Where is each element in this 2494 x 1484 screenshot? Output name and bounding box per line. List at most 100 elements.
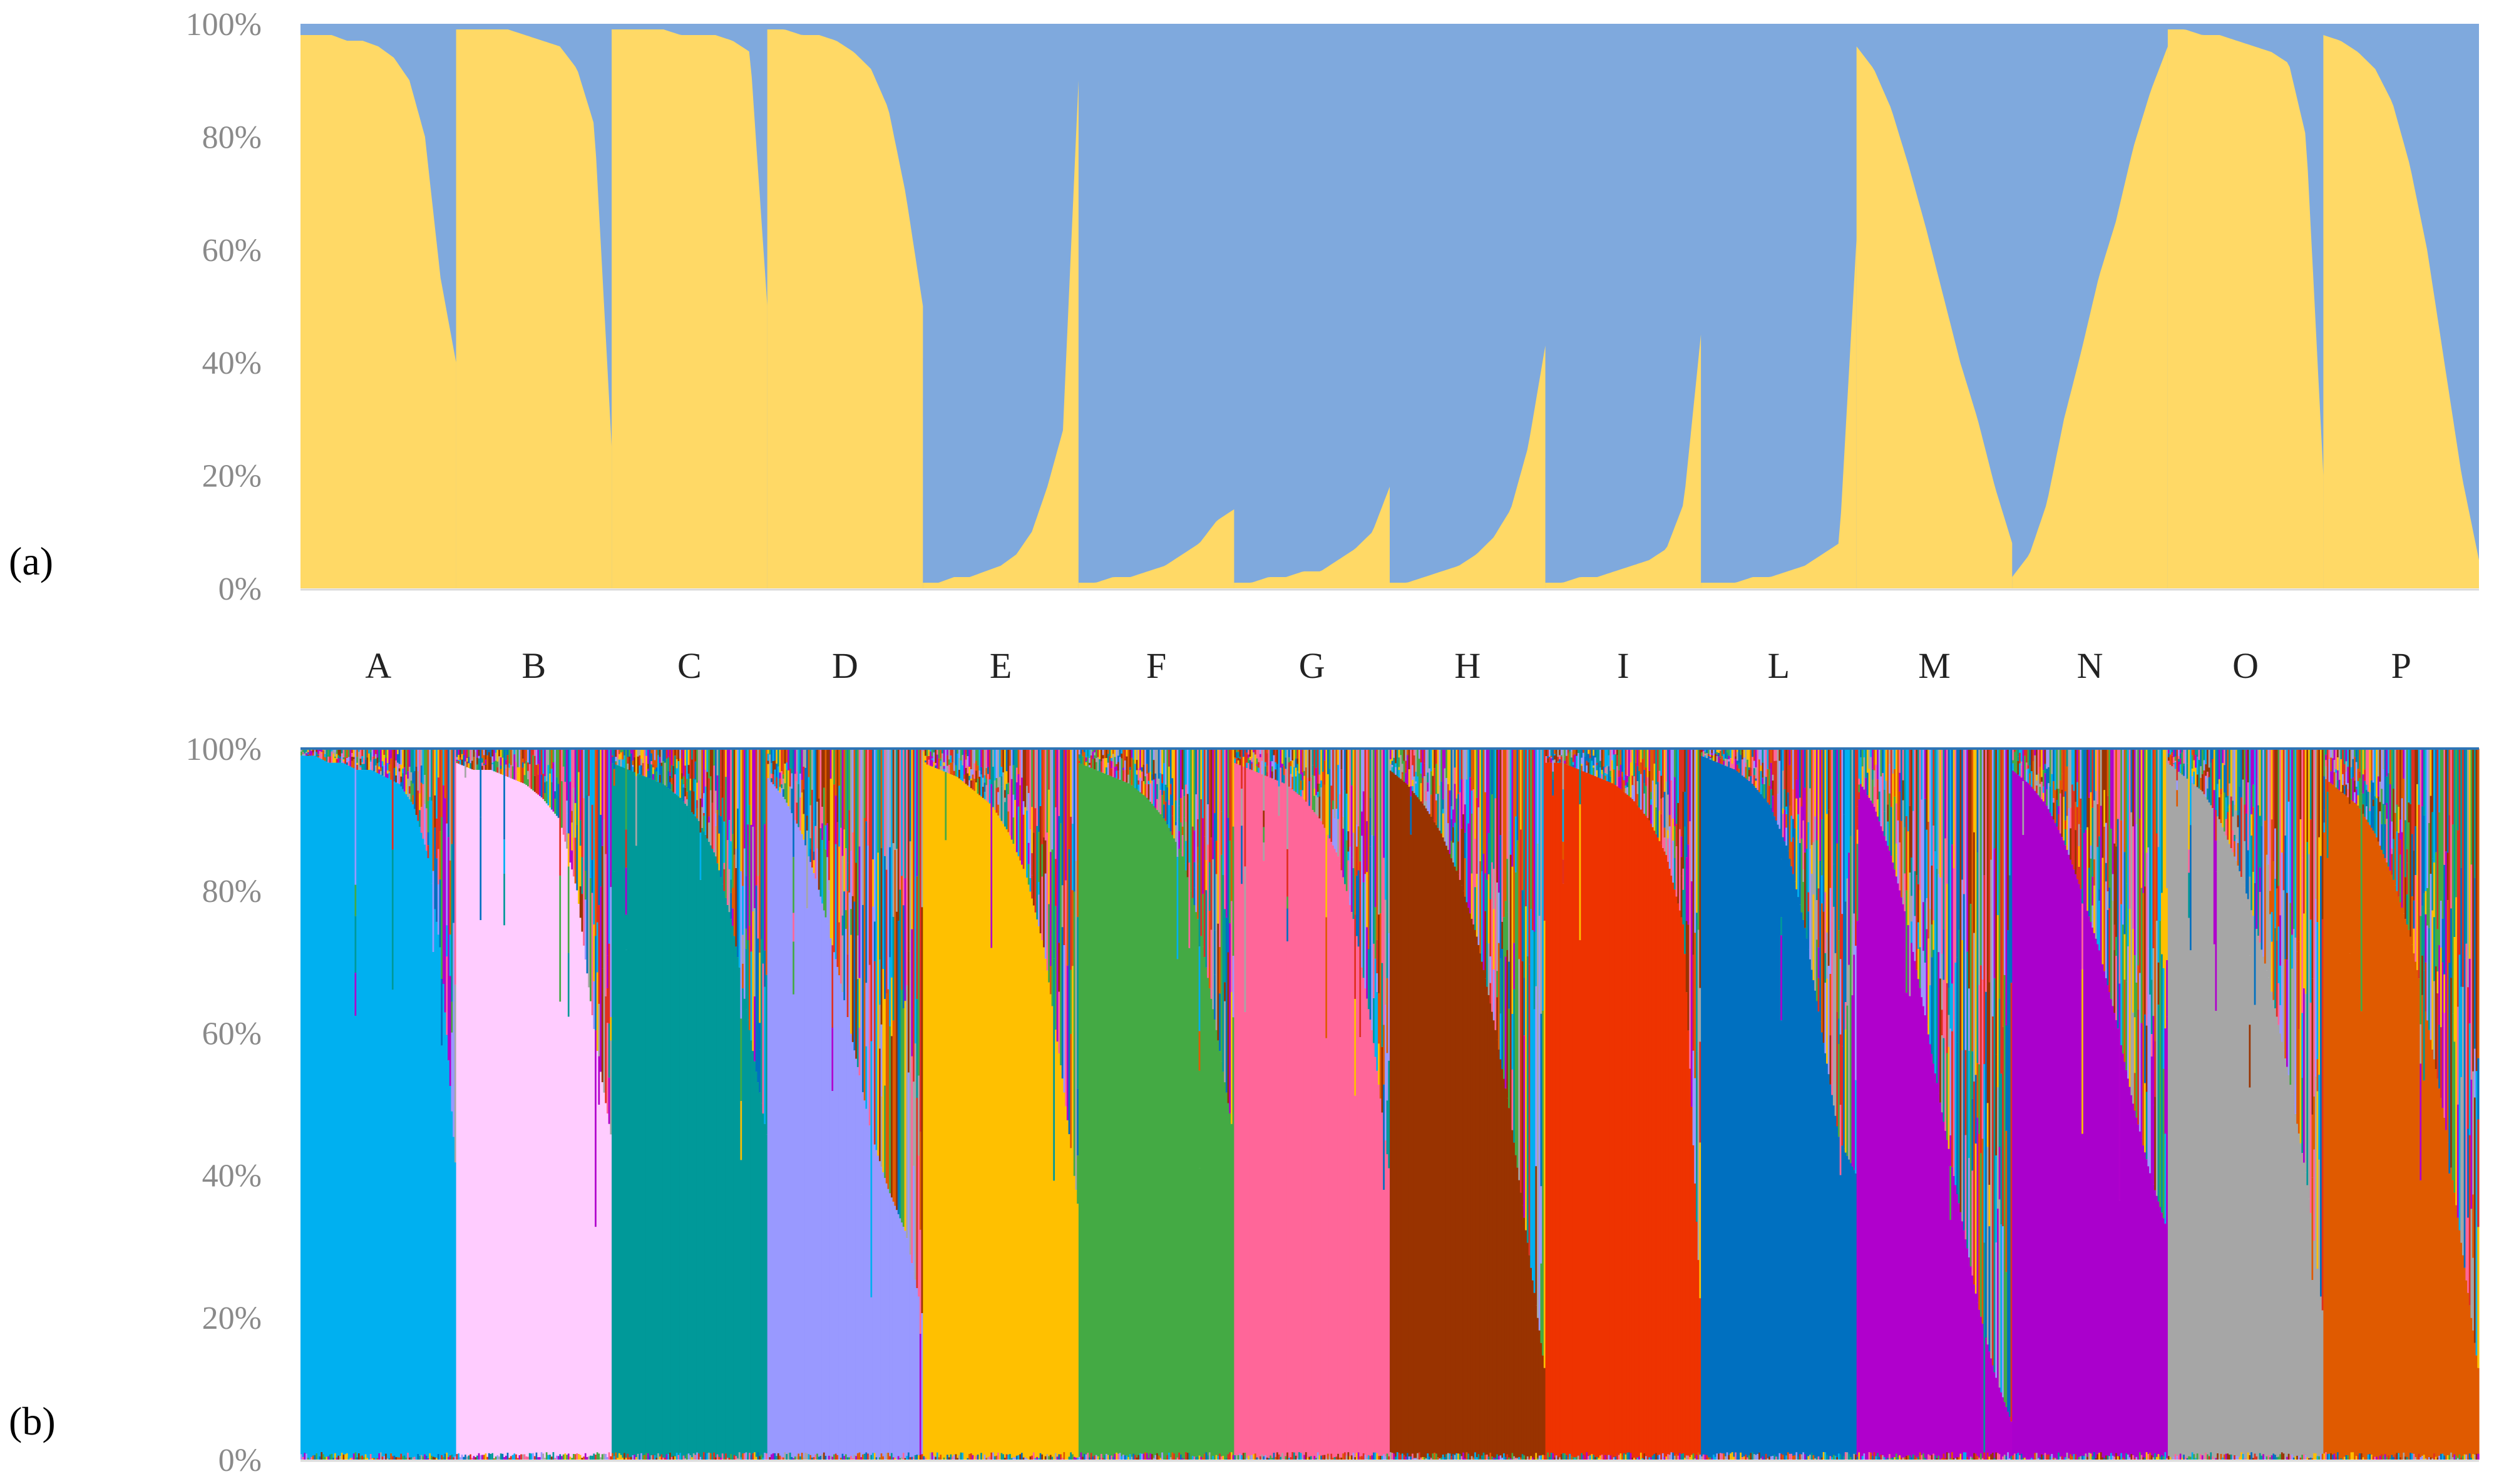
admixture-segment (725, 749, 727, 777)
dominant-segment-G (1310, 807, 1313, 1460)
admixture-segment (1109, 749, 1111, 757)
dominant-segment-G (1337, 856, 1340, 1460)
dominant-segment-D (914, 1279, 917, 1460)
admixture-segment (1253, 752, 1255, 771)
admixture-segment (1839, 749, 1842, 959)
admixture-segment (1068, 1456, 1070, 1460)
dominant-segment-C (634, 772, 636, 1460)
admixture-segment (464, 765, 467, 772)
dominant-segment-E (992, 807, 995, 1460)
admixture-segment (1496, 971, 1499, 998)
admixture-segment (1549, 754, 1551, 757)
admixture-segment (657, 1453, 660, 1460)
dominant-segment-I (1675, 896, 1678, 1460)
admixture-segment (1055, 906, 1057, 1030)
admixture-segment (1599, 749, 1602, 761)
admixture-segment (902, 1008, 905, 1227)
dominant-segment-A (415, 815, 418, 1460)
dominant-segment-C (667, 788, 670, 1460)
admixture-segment (1291, 749, 1294, 760)
dominant-segment-A (331, 762, 333, 1460)
admixture-segment (1386, 749, 1388, 978)
admixture-segment (1716, 752, 1718, 755)
admixture-segment (1256, 764, 1258, 766)
admixture-segment (1944, 749, 1947, 839)
admixture-segment (1826, 814, 1829, 933)
admixture-segment (738, 1452, 741, 1460)
admixture-segment (987, 774, 990, 802)
admixture-segment (733, 749, 736, 855)
admixture-segment (930, 1452, 932, 1460)
admixture-segment (1946, 884, 1949, 983)
admixture-segment (1567, 749, 1569, 754)
dominant-segment-G (1258, 772, 1260, 1460)
dominant-segment-C (762, 1113, 764, 1460)
admixture-segment (304, 1453, 306, 1460)
admixture-segment (1723, 759, 1725, 761)
dominant-segment-G (1328, 838, 1331, 1460)
admixture-segment (552, 762, 555, 812)
admixture-segment (1964, 1050, 1967, 1135)
dominant-segment-C (662, 784, 665, 1460)
dominant-segment-M (1936, 1083, 1938, 1460)
admixture-segment (574, 837, 577, 884)
admixture-segment (583, 749, 585, 799)
admixture-segment (1911, 1457, 1913, 1460)
admixture-segment (1306, 1457, 1309, 1460)
admixture-segment (1794, 828, 1796, 882)
admixture-segment (363, 757, 366, 764)
admixture-segment (1005, 1454, 1008, 1460)
admixture-segment (620, 759, 622, 767)
admixture-segment (1508, 1008, 1511, 1108)
admixture-segment (1518, 749, 1521, 959)
admixture-segment (1609, 776, 1612, 783)
dominant-segment-I (1640, 809, 1643, 1460)
admixture-segment (1313, 775, 1316, 789)
admixture-segment (1976, 1117, 1979, 1303)
admixture-segment (1566, 749, 1568, 756)
admixture-segment (1856, 1456, 1859, 1460)
admixture-segment (1220, 749, 1223, 812)
admixture-segment (1202, 749, 1204, 819)
admixture-segment (1327, 1453, 1330, 1460)
admixture-segment (931, 758, 934, 760)
admixture-segment (1239, 759, 1241, 765)
admixture-segment (1753, 775, 1756, 786)
admixture-segment (1185, 841, 1188, 871)
admixture-segment (1114, 1453, 1116, 1460)
admixture-segment (677, 761, 680, 797)
admixture-segment (1581, 749, 1583, 758)
dominant-segment-L (1802, 919, 1805, 1460)
admixture-segment (1349, 749, 1352, 789)
dominant-segment-A (378, 774, 381, 1460)
admixture-segment (1107, 754, 1110, 763)
admixture-segment (689, 779, 692, 791)
admixture-segment (398, 749, 401, 764)
admixture-segment (378, 766, 381, 770)
admixture-segment (1873, 786, 1876, 807)
admixture-segment (595, 749, 597, 829)
admixture-segment (1550, 749, 1552, 756)
dominant-segment-F (1183, 863, 1186, 1460)
dominant-segment-E (1012, 844, 1015, 1460)
admixture-segment (1699, 988, 1701, 1042)
admixture-segment (1328, 1456, 1331, 1460)
admixture-segment (1631, 749, 1634, 776)
admixture-segment (745, 1452, 747, 1460)
admixture-segment (596, 922, 599, 952)
dominant-segment-A (317, 757, 320, 1460)
admixture-segment (1829, 1035, 1832, 1085)
admixture-segment (550, 749, 553, 769)
dominant-segment-M (1894, 869, 1896, 1460)
admixture-segment (1090, 1453, 1093, 1460)
admixture-segment (1154, 773, 1157, 779)
admixture-segment (595, 1030, 597, 1227)
admixture-segment (1985, 991, 1988, 1338)
admixture-segment (1291, 1452, 1294, 1460)
admixture-segment (513, 754, 516, 780)
admixture-segment (310, 1456, 313, 1460)
admixture-segment (444, 749, 446, 799)
admixture-segment (779, 779, 781, 787)
admixture-segment (302, 754, 304, 756)
admixture-segment (357, 749, 361, 752)
